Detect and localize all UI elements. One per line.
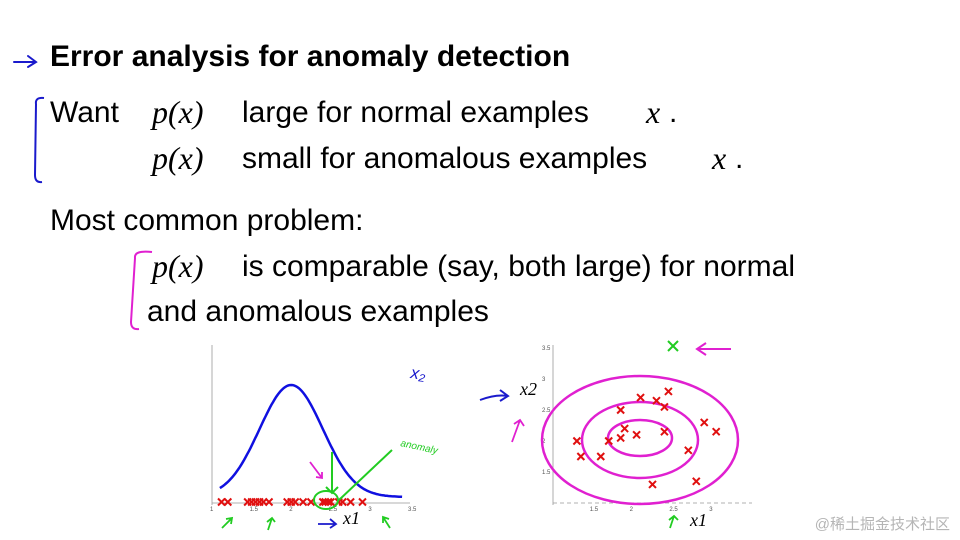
anomaly-point [667, 340, 679, 352]
x-variable-2: x [712, 140, 727, 176]
green-arrow-down-icon [325, 452, 339, 495]
magenta-arrow-icon [309, 461, 323, 480]
scatter-point [660, 402, 669, 412]
gaussian-chart: 1 1.5 2 2.5 3 3.5 x1 [210, 345, 417, 528]
chart1-arrow-bottom-3-icon [318, 518, 338, 529]
want-label: Want [50, 96, 119, 129]
period-2: . [735, 142, 744, 175]
problem-line-2: and anomalous examples [147, 295, 489, 328]
scatter-point [632, 430, 641, 440]
magenta-side-arrow-icon [511, 418, 525, 443]
contour-inner [606, 418, 674, 458]
px-expression-1: p(x) [152, 94, 204, 130]
scatter-point [648, 480, 657, 489]
scatter-point [572, 436, 582, 446]
period-1: . [669, 96, 678, 129]
normal-example-point [217, 497, 226, 507]
chart2-x-tick: 3 [709, 507, 713, 513]
chart2-y-tick: 1.5 [542, 470, 551, 476]
chart1-x-tick: 1 [210, 507, 214, 513]
scatter-point [664, 387, 673, 396]
anomaly-left-arrow-icon [695, 342, 731, 356]
chart2-y-tick: 3.5 [542, 346, 551, 352]
scatter-point [620, 424, 629, 433]
scatter-point [692, 477, 701, 486]
small-anomalous-text: small for anomalous examples [242, 142, 648, 175]
problem-bracket-icon [129, 250, 153, 331]
chart2-y-tick: 2 [542, 439, 546, 445]
scatter-point [576, 452, 586, 461]
scatter-point [636, 393, 645, 402]
normal-example-point [326, 497, 336, 507]
x-variable-1: x [646, 94, 661, 130]
scatter-point [616, 405, 625, 415]
chart2-x-tick: 2.5 [669, 507, 678, 513]
scatter-point [684, 446, 693, 455]
scatter-point [652, 396, 661, 405]
chart1-x-tick: 3 [368, 507, 372, 513]
chart1-x-tick: 3.5 [408, 507, 417, 513]
gaussian-curve [219, 383, 403, 499]
anomaly-annotation: anomaly [399, 438, 439, 457]
chart1-x-tick: 2 [289, 507, 293, 513]
chart1-arrow-bottom-2-icon [266, 516, 276, 531]
scatter-point [604, 436, 613, 446]
chart2-x2-label: x2 [519, 379, 537, 399]
normal-example-point [324, 497, 333, 507]
normal-example-point [223, 497, 233, 507]
x2-pointer-arrow-icon [479, 389, 510, 402]
want-bracket-icon [33, 96, 45, 184]
chart2-x-tick: 2 [630, 507, 634, 513]
chart1-arrow-bottom-1-icon [221, 516, 234, 529]
anomaly-pointer-line [338, 449, 393, 501]
large-normal-text: large for normal examples [242, 96, 589, 129]
normal-example-point [290, 497, 300, 507]
scatter-point [700, 418, 709, 427]
chart1-x-tick: 2.5 [329, 507, 338, 513]
scatter-point [616, 433, 625, 443]
chart1-arrow-bottom-4-icon [382, 515, 391, 529]
chart2-x-tick: 1.5 [590, 507, 599, 513]
contour-outer [540, 374, 740, 506]
normal-example-point [264, 497, 274, 507]
anomaly-circle [313, 490, 339, 510]
normal-example-point [298, 497, 308, 507]
chart2-x1-label: x1 [689, 510, 707, 530]
problem-heading: Most common problem: [50, 204, 364, 237]
chart1-x1-label: x1 [342, 508, 360, 528]
chart1-x-tick: 1.5 [250, 507, 259, 513]
chart2-bottom-arrow-icon [668, 514, 679, 529]
watermark: @稀土掘金技术社区 [814, 516, 950, 533]
px-expression-3: p(x) [152, 248, 204, 284]
x2-handwritten-label: x₂ [408, 363, 427, 384]
slide-title: Error analysis for anomaly detection [50, 40, 571, 73]
normal-example-point [346, 497, 355, 507]
chart2-y-tick: 2.5 [542, 408, 551, 414]
px-expression-2: p(x) [152, 140, 204, 176]
contour-middle [580, 400, 700, 480]
normal-example-point [358, 497, 367, 507]
problem-line-1: is comparable (say, both large) for norm… [242, 250, 796, 283]
scatter-point [596, 452, 605, 461]
scatter-point [711, 427, 721, 436]
title-bullet-arrow-icon [13, 55, 38, 68]
chart2-y-tick: 3 [542, 377, 546, 383]
scatter-chart: 1.5 2 2.5 3 1.5 2 2.5 3 3.5 x2 x1 [519, 340, 752, 530]
scatter-point [660, 427, 669, 436]
